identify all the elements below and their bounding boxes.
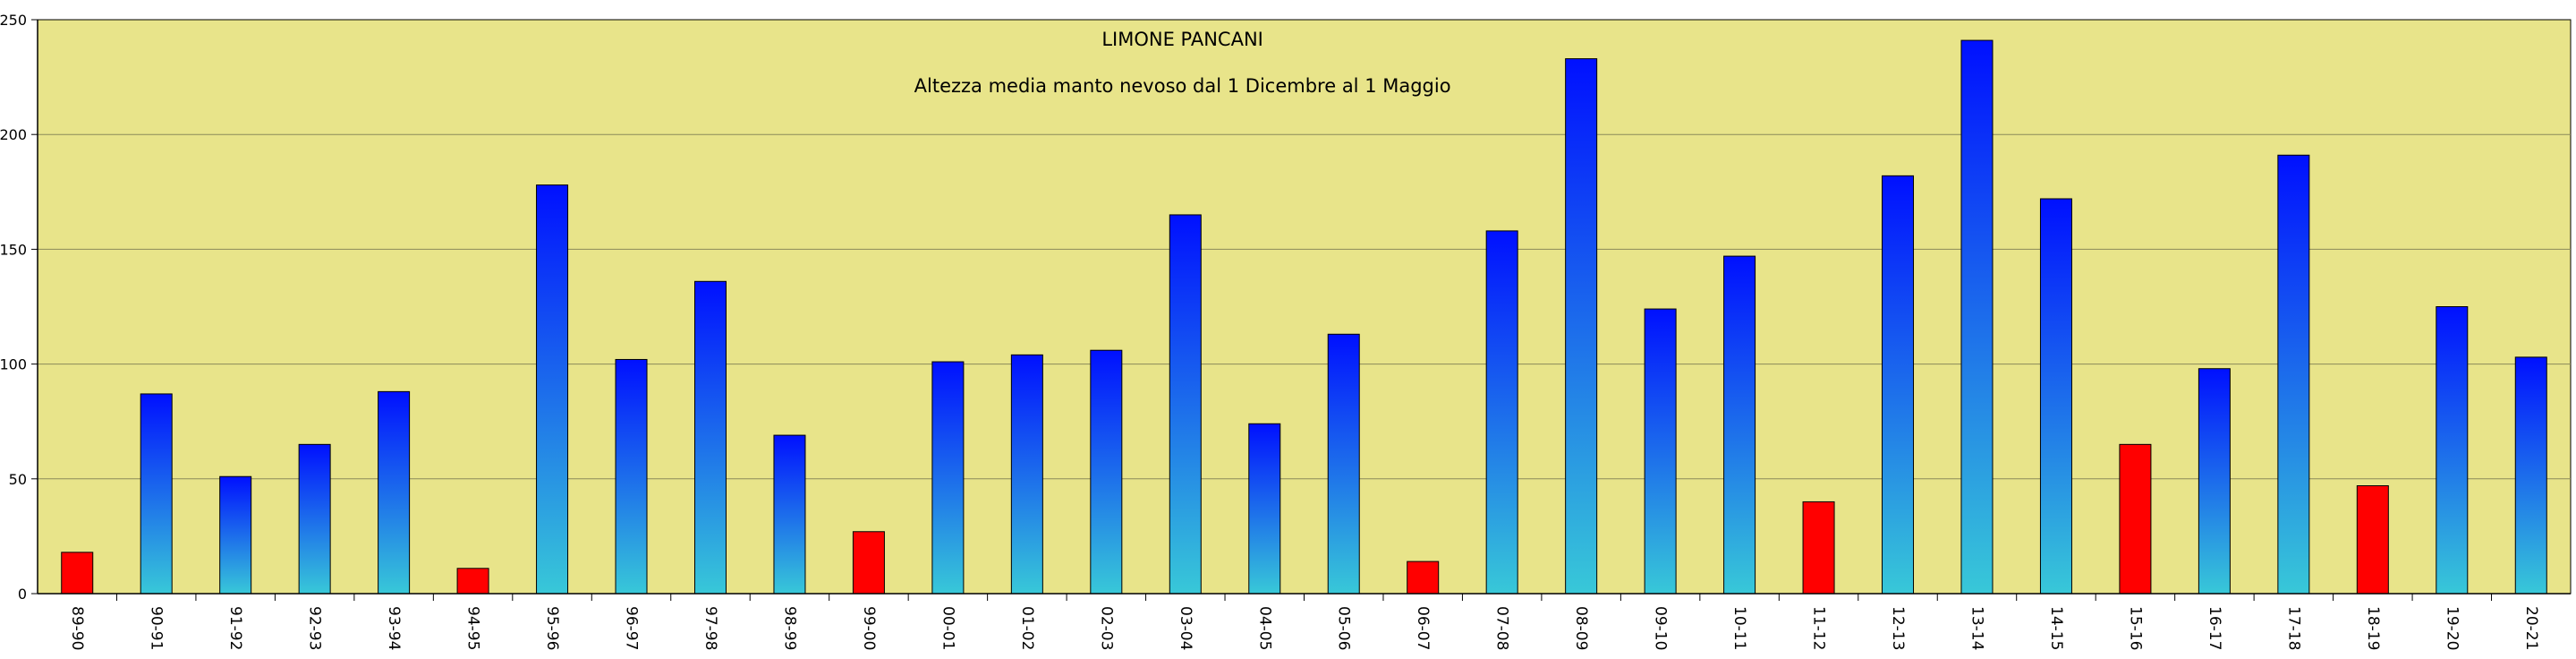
- bar: [773, 434, 806, 595]
- x-tick-label: 00-01: [939, 606, 956, 650]
- bar: [298, 443, 331, 595]
- bar: [1327, 333, 1360, 595]
- bar: [2436, 306, 2469, 595]
- y-tick-label: 150: [0, 241, 27, 258]
- bar: [2514, 356, 2547, 595]
- x-tick-label: 90-91: [148, 606, 166, 650]
- x-tick-label: 06-07: [1414, 606, 1432, 650]
- bar: [615, 358, 648, 595]
- x-tick-label: 15-16: [2126, 606, 2144, 650]
- bar: [1644, 308, 1677, 595]
- bar: [1090, 349, 1123, 595]
- bar-low-season: [1802, 501, 1835, 595]
- x-tick-label: 98-99: [780, 606, 798, 650]
- bar: [536, 184, 569, 595]
- bar: [2277, 154, 2310, 595]
- bar: [2198, 368, 2231, 595]
- x-tick-label: 01-02: [1018, 606, 1036, 650]
- plot-area: [37, 19, 2572, 595]
- chart-subtitle: Altezza media manto nevoso dal 1 Dicembr…: [914, 75, 1451, 97]
- axes: 0 50 100 150 200 250 89-90 90-91 91-92 92-93 93-94…: [0, 12, 2571, 650]
- x-tick-label: 18-19: [2364, 606, 2382, 650]
- bar: [2039, 198, 2072, 595]
- x-tick-label: 20-21: [2522, 606, 2540, 650]
- bar-low-season: [2356, 484, 2389, 595]
- bar-low-season: [2119, 443, 2152, 595]
- x-tick-label: 02-03: [1097, 606, 1115, 650]
- bar: [219, 475, 252, 595]
- bar: [1010, 354, 1043, 595]
- x-tick-label: 08-09: [1572, 606, 1590, 650]
- bar-low-season: [852, 531, 885, 595]
- x-tick-label: 19-20: [2443, 606, 2461, 650]
- bar: [1485, 230, 1518, 595]
- x-tick-label: 09-10: [1652, 606, 1670, 650]
- bar-low-season: [61, 552, 94, 595]
- chart-title: LIMONE PANCANI: [1101, 29, 1263, 50]
- x-tick-label: 07-08: [1493, 606, 1511, 650]
- x-tick-label: 92-93: [306, 606, 324, 650]
- bar: [1248, 423, 1281, 595]
- bar: [931, 361, 965, 595]
- y-tick-label: 100: [0, 356, 27, 373]
- x-tick-label: 99-00: [860, 606, 878, 650]
- x-tick-label: 05-06: [1335, 606, 1353, 650]
- bar: [1723, 255, 1756, 595]
- x-tick-label: 94-95: [464, 606, 482, 650]
- x-tick-label: 96-97: [623, 606, 641, 650]
- x-tick-label: 89-90: [68, 606, 86, 650]
- y-tick-label: 250: [0, 12, 27, 29]
- y-tick-label: 0: [18, 586, 27, 603]
- x-tick-label: 10-11: [1730, 606, 1748, 650]
- bars: [61, 39, 2547, 595]
- x-tick-label: 95-96: [543, 606, 561, 650]
- bar-low-season: [456, 568, 489, 595]
- bar: [1169, 214, 1202, 595]
- bar: [1565, 58, 1598, 595]
- x-tick-label: 16-17: [2206, 606, 2223, 650]
- y-tick-label: 200: [0, 126, 27, 143]
- bar: [693, 280, 727, 595]
- bar: [378, 390, 411, 595]
- x-tick-label: 11-12: [1810, 606, 1828, 650]
- x-tick-label: 12-13: [1889, 606, 1907, 650]
- y-tick-label: 50: [9, 471, 27, 488]
- x-tick-label: 13-14: [1968, 606, 1985, 650]
- bar: [140, 393, 173, 595]
- x-tick-label: 04-05: [1255, 606, 1273, 650]
- x-tick-label: 17-18: [2284, 606, 2302, 650]
- x-tick-label: 14-15: [2047, 606, 2065, 650]
- x-tick-label: 91-92: [226, 606, 244, 650]
- bar: [1882, 175, 1915, 595]
- x-tick-label: 93-94: [385, 606, 403, 650]
- x-tick-label: 03-04: [1177, 606, 1194, 650]
- bar-low-season: [1407, 561, 1440, 595]
- x-tick-label: 97-98: [701, 606, 719, 650]
- bar: [1960, 39, 1994, 595]
